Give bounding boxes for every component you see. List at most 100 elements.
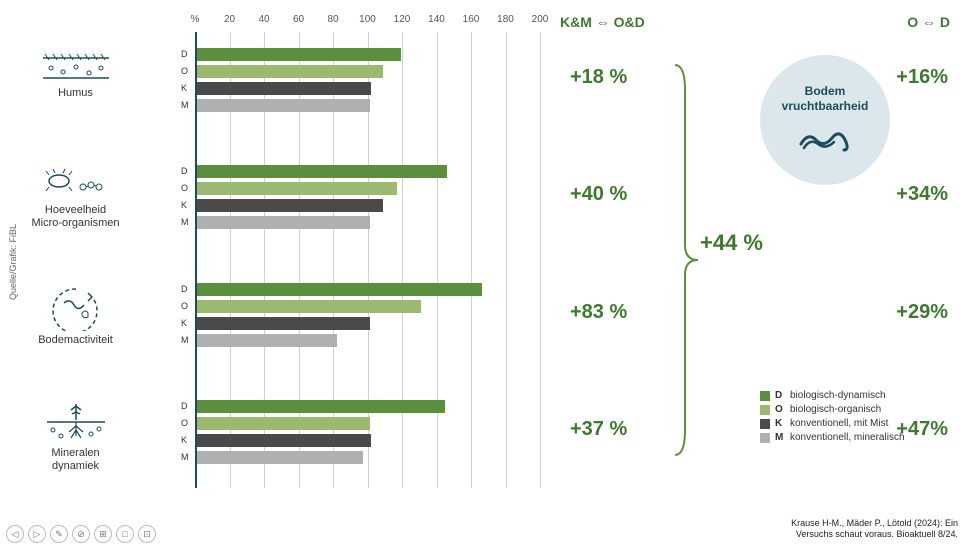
bar-letter: K <box>181 83 187 93</box>
brace-icon <box>670 60 700 460</box>
bar-row: O <box>195 300 540 315</box>
minerals-icon: Mineralendynamiek <box>28 400 123 473</box>
bar-letter: K <box>181 200 187 210</box>
od-value: +16% <box>896 66 948 89</box>
tick-label: 160 <box>463 14 480 25</box>
toolbar-button[interactable]: ▷ <box>28 525 46 543</box>
bar <box>197 317 370 330</box>
toolbar-button[interactable]: ⊞ <box>94 525 112 543</box>
bar <box>197 451 363 464</box>
bar <box>197 400 445 413</box>
bar <box>197 48 401 61</box>
bar-row: M <box>195 216 540 231</box>
od-value: +34% <box>896 183 948 206</box>
bar-letter: O <box>181 183 188 193</box>
group-label: HoeveelheidMicro-organismen <box>28 204 123 230</box>
activity-icon: Bodemactiviteit <box>28 283 123 347</box>
group-label: Mineralendynamiek <box>28 447 123 473</box>
bar-letter: M <box>181 217 189 227</box>
bar-row: K <box>195 317 540 332</box>
toolbar-button[interactable]: ◁ <box>6 525 24 543</box>
worm-icon <box>796 122 854 156</box>
legend-letter: M <box>775 432 785 443</box>
bar-letter: M <box>181 100 189 110</box>
tick-label: 100 <box>359 14 376 25</box>
bar-letter: O <box>181 418 188 428</box>
legend-swatch <box>760 391 770 401</box>
bar-row: D <box>195 48 540 63</box>
legend-label: biologisch-dynamisch <box>790 390 886 401</box>
group-label: Humus <box>28 87 123 100</box>
source-label: Quelle/Grafik: FiBL <box>8 224 18 300</box>
tick-label: 180 <box>497 14 514 25</box>
tick-label: 200 <box>532 14 549 25</box>
bar-row: D <box>195 283 540 298</box>
od-value: +47% <box>896 418 948 441</box>
toolbar-button[interactable]: ⊘ <box>72 525 90 543</box>
badge-title: Bodemvruchtbaarheid <box>782 84 869 114</box>
bar-row: M <box>195 451 540 466</box>
bar-row: K <box>195 199 540 214</box>
tick-label: 140 <box>428 14 445 25</box>
legend-row: Mkonventionell, mineralisch <box>760 432 905 443</box>
bar <box>197 199 383 212</box>
bar-letter: D <box>181 49 188 59</box>
bar-row: K <box>195 434 540 449</box>
legend-row: Dbiologisch-dynamisch <box>760 390 905 401</box>
legend-letter: O <box>775 404 785 415</box>
viewer-toolbar: ◁▷✎⊘⊞□⊡ <box>6 525 156 543</box>
bar-row: M <box>195 334 540 349</box>
km-value: +40 % <box>570 183 627 206</box>
od-column-header: O ⇔ D <box>907 14 950 30</box>
bar <box>197 82 371 95</box>
bar <box>197 65 383 78</box>
legend-letter: K <box>775 418 785 429</box>
humus-icon: Humus <box>28 48 123 100</box>
bars-activity: DOKM <box>195 283 540 351</box>
km-value: +18 % <box>570 66 627 89</box>
legend-swatch <box>760 405 770 415</box>
od-value: +29% <box>896 301 948 324</box>
bar-row: D <box>195 400 540 415</box>
bar-letter: M <box>181 452 189 462</box>
legend-swatch <box>760 419 770 429</box>
bar-letter: D <box>181 166 188 176</box>
bar <box>197 300 421 313</box>
legend-label: konventionell, mineralisch <box>790 432 905 443</box>
overall-percentage: +44 % <box>700 230 763 256</box>
toolbar-button[interactable]: □ <box>116 525 134 543</box>
bar-row: O <box>195 182 540 197</box>
bar-row: O <box>195 65 540 80</box>
legend-label: biologisch-organisch <box>790 404 881 415</box>
group-label: Bodemactiviteit <box>28 334 123 347</box>
tick-label: 120 <box>394 14 411 25</box>
tick-label: 80 <box>327 14 338 25</box>
legend-label: konventionell, mit Mist <box>790 418 888 429</box>
gridline <box>540 32 541 488</box>
legend-row: Kkonventionell, mit Mist <box>760 418 905 429</box>
bars-micro: DOKM <box>195 165 540 233</box>
bars-minerals: DOKM <box>195 400 540 468</box>
legend-letter: D <box>775 390 785 401</box>
toolbar-button[interactable]: ✎ <box>50 525 68 543</box>
soil-fertility-chart: Quelle/Grafik: FiBL %2040608010012014016… <box>0 0 978 549</box>
citation: Krause H-M., Mäder P., Lötold (2024): Ei… <box>791 518 958 541</box>
bar <box>197 182 397 195</box>
bar-letter: K <box>181 318 187 328</box>
bar-row: O <box>195 417 540 432</box>
km-value: +83 % <box>570 301 627 324</box>
bar <box>197 434 371 447</box>
bar-letter: O <box>181 66 188 76</box>
bar-letter: M <box>181 335 189 345</box>
bar <box>197 283 482 296</box>
legend: Dbiologisch-dynamisch Obiologisch-organis… <box>760 390 905 446</box>
soil-fertility-badge: Bodemvruchtbaarheid <box>760 55 890 185</box>
axis-unit-label: % <box>191 14 200 25</box>
legend-row: Obiologisch-organisch <box>760 404 905 415</box>
toolbar-button[interactable]: ⊡ <box>138 525 156 543</box>
km-column-header: K&M ⇔ O&D <box>560 14 645 30</box>
bar-row: M <box>195 99 540 114</box>
bar-row: K <box>195 82 540 97</box>
bar-letter: D <box>181 284 188 294</box>
tick-label: 20 <box>224 14 235 25</box>
